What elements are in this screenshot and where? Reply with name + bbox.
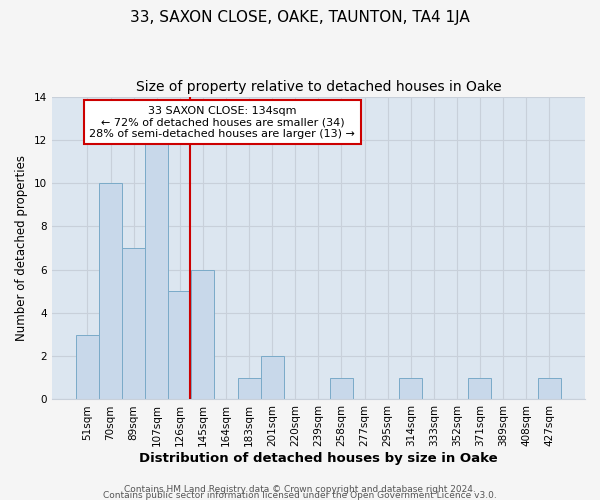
Bar (99, 183, 122, 400)
X-axis label: Distribution of detached houses by size in Oake: Distribution of detached houses by size … (139, 452, 497, 465)
Bar (399, 378, 422, 400)
Bar (168, 292, 191, 400)
Text: 33 SAXON CLOSE: 134sqm
← 72% of detached houses are smaller (34)
28% of semi-det: 33 SAXON CLOSE: 134sqm ← 72% of detached… (89, 106, 355, 139)
Bar (76, 334, 99, 400)
Text: Contains public sector information licensed under the Open Government Licence v3: Contains public sector information licen… (103, 490, 497, 500)
Bar (469, 378, 491, 400)
Bar (260, 356, 284, 400)
Title: Size of property relative to detached houses in Oake: Size of property relative to detached ho… (136, 80, 501, 94)
Bar (330, 378, 353, 400)
Bar (238, 378, 260, 400)
Text: 33, SAXON CLOSE, OAKE, TAUNTON, TA4 1JA: 33, SAXON CLOSE, OAKE, TAUNTON, TA4 1JA (130, 10, 470, 25)
Bar (538, 378, 561, 400)
Bar (145, 140, 168, 400)
Y-axis label: Number of detached properties: Number of detached properties (15, 155, 28, 341)
Text: Contains HM Land Registry data © Crown copyright and database right 2024.: Contains HM Land Registry data © Crown c… (124, 484, 476, 494)
Bar (122, 248, 145, 400)
Bar (191, 270, 214, 400)
